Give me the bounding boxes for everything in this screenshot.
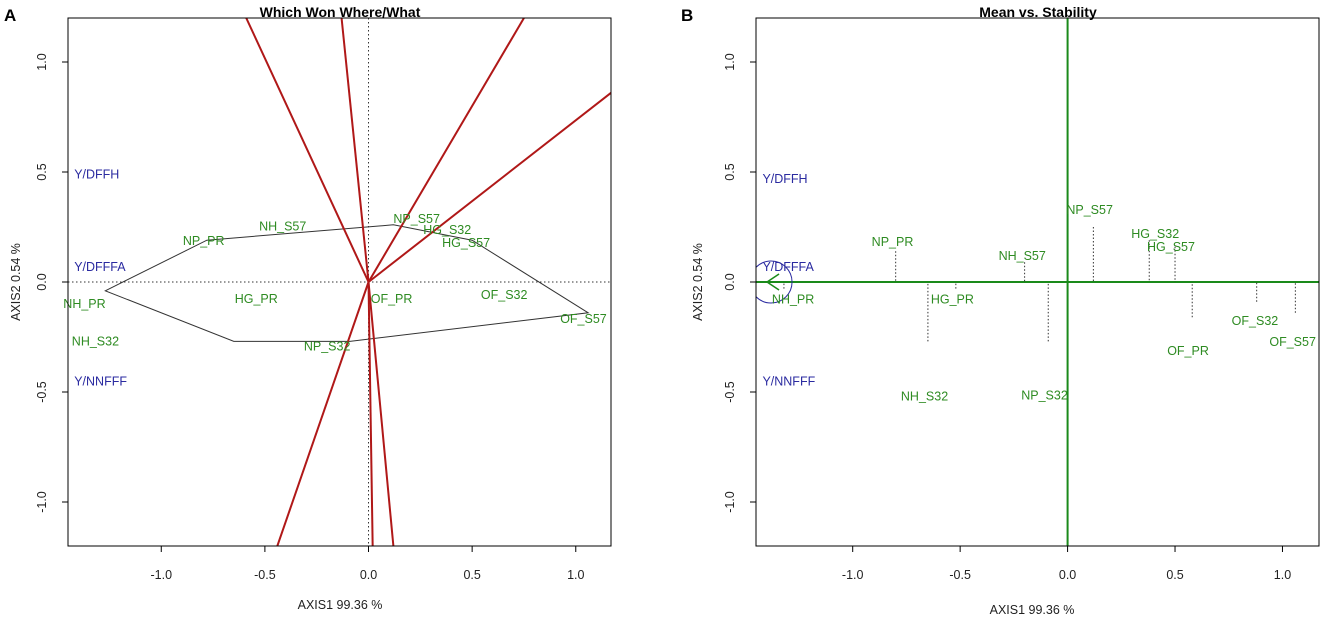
sector-line	[367, 281, 395, 546]
axes-a: -1.0 -0.5 0.0 0.5 1.0 -1.0 -0.5 0.0 0.5 1.0	[35, 53, 584, 582]
genotype-label-hg-s32: HG_S32	[1131, 227, 1179, 241]
genotype-label-np-s57: NP_S57	[1066, 203, 1113, 217]
x-tick-label: 0.0	[360, 568, 377, 582]
y-tick-label: 0.0	[35, 273, 49, 290]
genotype-label-nh-s57: NH_S57	[259, 219, 306, 233]
x-axis-title-b: AXIS1 99.36 %	[990, 603, 1075, 617]
y-tick-label: -1.0	[35, 491, 49, 513]
genotype-label-nh-s32: NH_S32	[901, 389, 948, 403]
genotype-label-of-s57: OF_S57	[1269, 335, 1316, 349]
chart-title-a: Which Won Where/What	[260, 4, 421, 20]
genotype-label-hg-s57: HG_S57	[1147, 240, 1195, 254]
x-tick-label: -0.5	[949, 568, 971, 582]
y-tick-label: 0.0	[723, 273, 737, 290]
panel-letter-a: A	[4, 6, 16, 25]
chart-title-b: Mean vs. Stability	[979, 4, 1097, 20]
y-axis-title-a: AXIS2 0.54 %	[9, 243, 23, 321]
genotype-label-of-s57: OF_S57	[560, 312, 607, 326]
plot-area-b	[756, 18, 1319, 546]
genotype-label-hg-s57: HG_S57	[442, 236, 490, 250]
genotype-label-nh-s57: NH_S57	[999, 249, 1046, 263]
environment-label-y-dfffa: Y/DFFFA	[762, 260, 814, 274]
y-tick-label: 1.0	[35, 53, 49, 70]
x-tick-label: 0.5	[463, 568, 480, 582]
sector-line	[367, 18, 525, 283]
environment-label-y-dffh: Y/DFFH	[74, 168, 119, 182]
panel-a: A Which Won Where/What NP_PR NH_S57 NP_S57…	[4, 4, 612, 612]
y-tick-label: -0.5	[723, 381, 737, 403]
genotype-label-np-s32: NP_S32	[1021, 388, 1068, 402]
x-tick-label: -1.0	[842, 568, 864, 582]
genotype-label-nh-pr: NH_PR	[63, 297, 105, 311]
sector-line	[367, 281, 374, 546]
y-axis-title-b: AXIS2 0.54 %	[691, 243, 705, 321]
x-tick-label: 0.0	[1059, 568, 1076, 582]
x-tick-label: 0.5	[1166, 568, 1183, 582]
y-tick-label: 0.5	[35, 163, 49, 180]
genotype-label-nh-pr: NH_PR	[772, 293, 814, 307]
sector-line	[245, 18, 370, 283]
genotype-label-nh-s32: NH_S32	[72, 334, 119, 348]
x-tick-label: -1.0	[150, 568, 172, 582]
x-tick-label: 1.0	[1274, 568, 1291, 582]
environment-label-y-nnfff: Y/NNFFF	[762, 374, 815, 388]
average-environment-circle	[756, 260, 793, 304]
genotype-label-of-s32: OF_S32	[481, 288, 528, 302]
genotype-label-hg-pr: HG_PR	[931, 293, 974, 307]
convex-hull-polygon	[104, 224, 590, 342]
y-tick-label: 1.0	[723, 53, 737, 70]
x-tick-label: -0.5	[254, 568, 276, 582]
x-axis-title-a: AXIS1 99.36 %	[298, 598, 383, 612]
environment-label-y-dfffa: Y/DFFFA	[74, 260, 126, 274]
y-tick-label: -0.5	[35, 381, 49, 403]
panel-letter-b: B	[681, 6, 693, 25]
y-tick-label: 0.5	[723, 163, 737, 180]
environment-label-y-nnfff: Y/NNFFF	[74, 374, 127, 388]
axes-b: -1.0 -0.5 0.0 0.5 1.0 -1.0 -0.5 0.0 0.5 1.0	[723, 53, 1291, 582]
genotype-label-of-pr: OF_PR	[1167, 344, 1209, 358]
genotype-label-hg-s32: HG_S32	[423, 223, 471, 237]
genotype-label-hg-pr: HG_PR	[235, 292, 278, 306]
genotype-label-np-s32: NP_S32	[304, 339, 351, 353]
y-tick-label: -1.0	[723, 491, 737, 513]
sector-line	[340, 18, 370, 283]
genotype-label-of-s32: OF_S32	[1232, 314, 1279, 328]
panel-b: B Mean vs. Stability NP_PR NH_S57 NP_S57 HG…	[681, 4, 1320, 617]
genotype-label-of-pr: OF_PR	[371, 292, 413, 306]
sector-line	[276, 281, 370, 546]
sector-line	[367, 92, 611, 283]
genotype-label-np-s57: NP_S57	[393, 212, 440, 226]
environment-label-y-dffh: Y/DFFH	[762, 172, 807, 186]
plot-area-a	[68, 18, 611, 546]
genotype-label-np-pr: NP_PR	[872, 235, 914, 249]
aec-arrow-icon	[765, 273, 780, 291]
x-tick-label: 1.0	[567, 568, 584, 582]
genotype-label-np-pr: NP_PR	[183, 234, 225, 248]
